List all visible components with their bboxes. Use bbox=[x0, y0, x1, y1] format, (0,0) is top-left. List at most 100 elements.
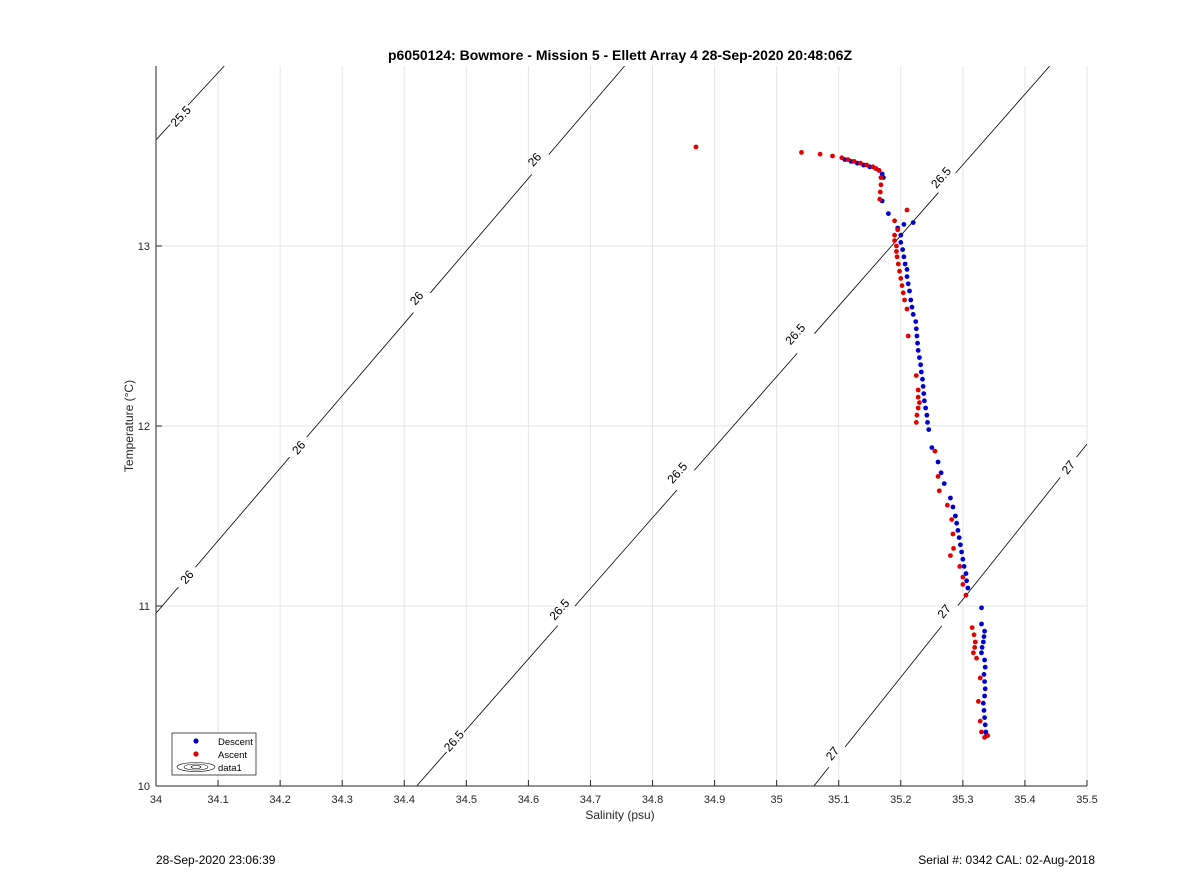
contour-line-3-3 bbox=[1076, 443, 1087, 458]
descent-point-38 bbox=[925, 420, 930, 425]
ascent-point-49 bbox=[960, 582, 966, 587]
ascent-point-31 bbox=[905, 333, 911, 339]
descent-point-42 bbox=[938, 470, 944, 476]
descent-point-26 bbox=[914, 333, 920, 339]
contour-line-3-1 bbox=[844, 625, 942, 748]
descent-point-20 bbox=[907, 288, 912, 294]
ascent-point-48 bbox=[960, 574, 966, 580]
ascent-point-40 bbox=[935, 474, 941, 479]
contour-label-3-0: 27 bbox=[823, 744, 842, 763]
descent-point-45 bbox=[950, 504, 956, 510]
x-tick-label-10: 35 bbox=[771, 794, 783, 806]
descent-point-17 bbox=[904, 267, 910, 272]
ascent-point-59 bbox=[977, 718, 983, 724]
descent-point-58 bbox=[979, 621, 984, 627]
ascent-point-4 bbox=[839, 155, 845, 161]
footer-timestamp: 28-Sep-2020 23:06:39 bbox=[156, 853, 276, 867]
contour-label-3-1: 27 bbox=[935, 602, 954, 621]
descent-point-28 bbox=[915, 348, 921, 353]
descent-point-29 bbox=[917, 355, 922, 360]
contour-label-3-2: 27 bbox=[1059, 458, 1078, 477]
ascent-point-30 bbox=[904, 306, 910, 312]
ascent-point-45 bbox=[951, 546, 956, 551]
ascent-point-54 bbox=[972, 645, 978, 650]
descent-point-30 bbox=[918, 362, 924, 368]
x-axis-label: Salinity (psu) bbox=[585, 808, 654, 822]
ascent-point-39 bbox=[932, 448, 938, 454]
contour-line-2-2 bbox=[574, 489, 678, 607]
descent-point-72 bbox=[982, 715, 987, 720]
ascent-point-17 bbox=[892, 218, 897, 224]
descent-point-18 bbox=[904, 274, 910, 279]
descent-point-56 bbox=[965, 585, 971, 591]
ascent-point-41 bbox=[936, 488, 942, 494]
contour-label-1-1: 26 bbox=[289, 438, 309, 457]
descent-point-25 bbox=[913, 326, 919, 332]
y-tick-label-3: 13 bbox=[138, 241, 150, 253]
descent-point-31 bbox=[918, 369, 924, 375]
descent-point-10 bbox=[885, 211, 891, 217]
ascent-point-55 bbox=[971, 650, 976, 656]
contour-line-0-0 bbox=[156, 124, 171, 141]
descent-point-67 bbox=[982, 679, 987, 684]
ascent-point-8 bbox=[864, 162, 870, 168]
descent-point-22 bbox=[909, 304, 915, 310]
legend-marker-ascent bbox=[193, 751, 199, 757]
contour-line-3-0 bbox=[813, 767, 830, 786]
x-tick-label-7: 34.7 bbox=[580, 794, 601, 806]
ascent-point-11 bbox=[876, 168, 882, 173]
contour-line-2-3 bbox=[693, 352, 798, 471]
ascent-point-2 bbox=[817, 151, 823, 157]
descent-point-15 bbox=[901, 254, 907, 260]
ascent-point-28 bbox=[900, 290, 906, 296]
ascent-point-42 bbox=[944, 502, 950, 508]
contour-line-1-3 bbox=[430, 174, 533, 294]
descent-point-74 bbox=[983, 729, 989, 735]
x-tick-label-9: 34.9 bbox=[704, 794, 725, 806]
footer-serial-cal: Serial #: 0342 CAL: 02-Aug-2018 bbox=[918, 853, 1095, 867]
descent-point-34 bbox=[921, 391, 927, 396]
descent-point-51 bbox=[959, 549, 965, 555]
descent-point-54 bbox=[963, 571, 969, 576]
descent-point-61 bbox=[980, 639, 986, 645]
legend-contour-icon bbox=[176, 762, 216, 772]
descent-point-46 bbox=[953, 513, 958, 519]
x-tick-label-12: 35.2 bbox=[890, 794, 911, 806]
contour-label-1-3: 26 bbox=[525, 150, 545, 169]
ascent-point-7 bbox=[858, 160, 863, 166]
ascent-point-25 bbox=[897, 268, 902, 274]
contour-label-0-0: 25.5 bbox=[168, 103, 194, 130]
ascent-point-23 bbox=[894, 254, 900, 260]
descent-point-73 bbox=[982, 722, 988, 728]
descent-point-65 bbox=[982, 664, 988, 670]
contour-line-2-5 bbox=[955, 66, 1051, 174]
ascent-point-52 bbox=[971, 632, 977, 638]
descent-point-66 bbox=[981, 672, 987, 677]
ascent-point-3 bbox=[830, 153, 835, 159]
ascent-point-19 bbox=[892, 232, 897, 238]
ascent-point-60 bbox=[979, 729, 984, 735]
ascent-point-51 bbox=[969, 625, 975, 630]
descent-point-14 bbox=[900, 247, 906, 253]
descent-point-59 bbox=[982, 628, 987, 634]
descent-point-16 bbox=[902, 261, 908, 267]
ascent-point-37 bbox=[914, 412, 920, 418]
ascent-point-62 bbox=[985, 733, 991, 738]
descent-point-23 bbox=[910, 312, 916, 317]
y-tick-label-2: 12 bbox=[138, 421, 150, 433]
ascent-point-24 bbox=[895, 261, 901, 267]
axes: 34 34.1 34.2 34.3 34.4 34.5 34.6 34.7 34.8 34.9 35… bbox=[138, 66, 1098, 806]
x-tick-label-3: 34.3 bbox=[331, 794, 352, 806]
descent-point-7 bbox=[879, 171, 885, 177]
descent-point-43 bbox=[941, 481, 947, 486]
x-tick-label-5: 34.5 bbox=[456, 794, 477, 806]
contour-line-2-4 bbox=[814, 192, 939, 334]
ascent-point-57 bbox=[977, 675, 983, 681]
ascent-point-58 bbox=[975, 699, 981, 704]
descent-point-52 bbox=[960, 556, 966, 562]
contour-line-1-4 bbox=[548, 66, 625, 155]
y-axis-label: Temperature (°C) bbox=[122, 380, 136, 472]
contour-label-2-3: 26.5 bbox=[782, 321, 808, 348]
descent-point-55 bbox=[964, 578, 969, 584]
descent-point-64 bbox=[982, 657, 987, 663]
